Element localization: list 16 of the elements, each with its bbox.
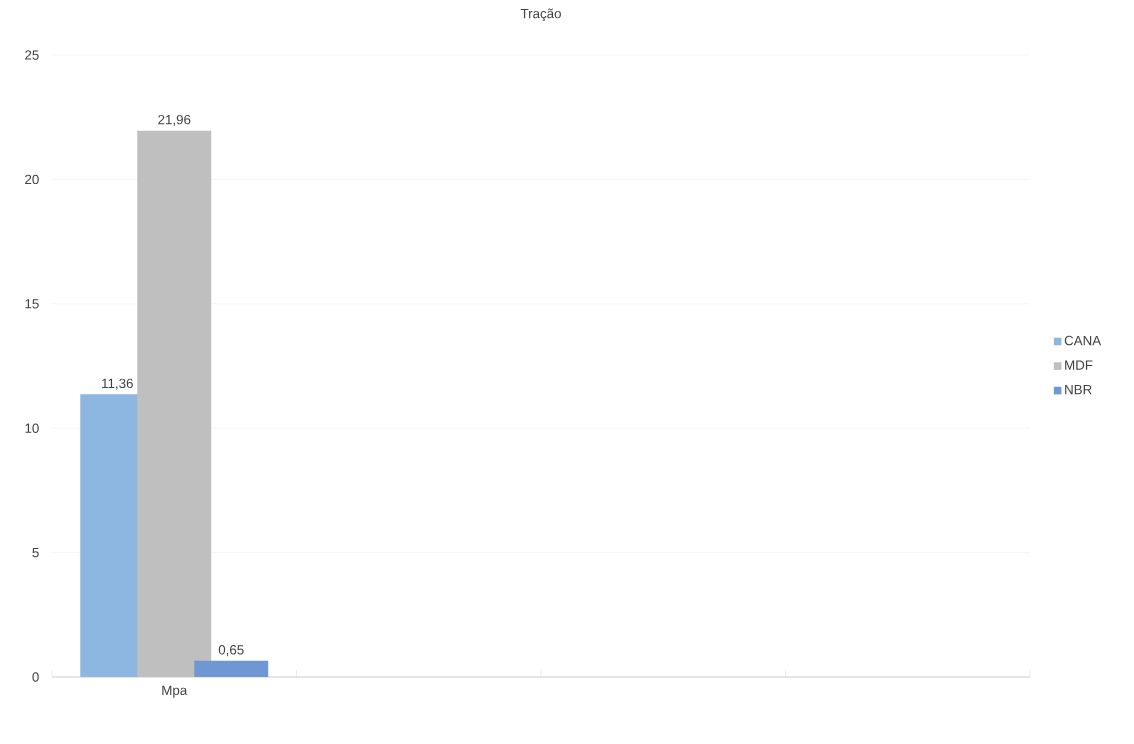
bar [194, 660, 269, 677]
y-tick-label: 5 [32, 547, 39, 558]
chart-title: Tração [520, 8, 561, 21]
legend-label: MDF [1065, 360, 1093, 370]
y-tick-label: 10 [25, 423, 39, 433]
y-tick-label: 15 [25, 299, 39, 309]
y-tick-label: 0 [32, 672, 39, 682]
y-tick-label: 25 [25, 50, 39, 60]
data-label: 0,65 [218, 645, 244, 657]
data-label: 11,36 [102, 378, 133, 390]
data-label: 21,96 [158, 114, 191, 126]
y-tick-label: 20 [25, 174, 39, 185]
x-tick-label: Mpa [162, 685, 188, 698]
bar [137, 130, 212, 677]
legend-label: CANA [1064, 335, 1102, 346]
legend-label: NBR [1065, 384, 1092, 395]
